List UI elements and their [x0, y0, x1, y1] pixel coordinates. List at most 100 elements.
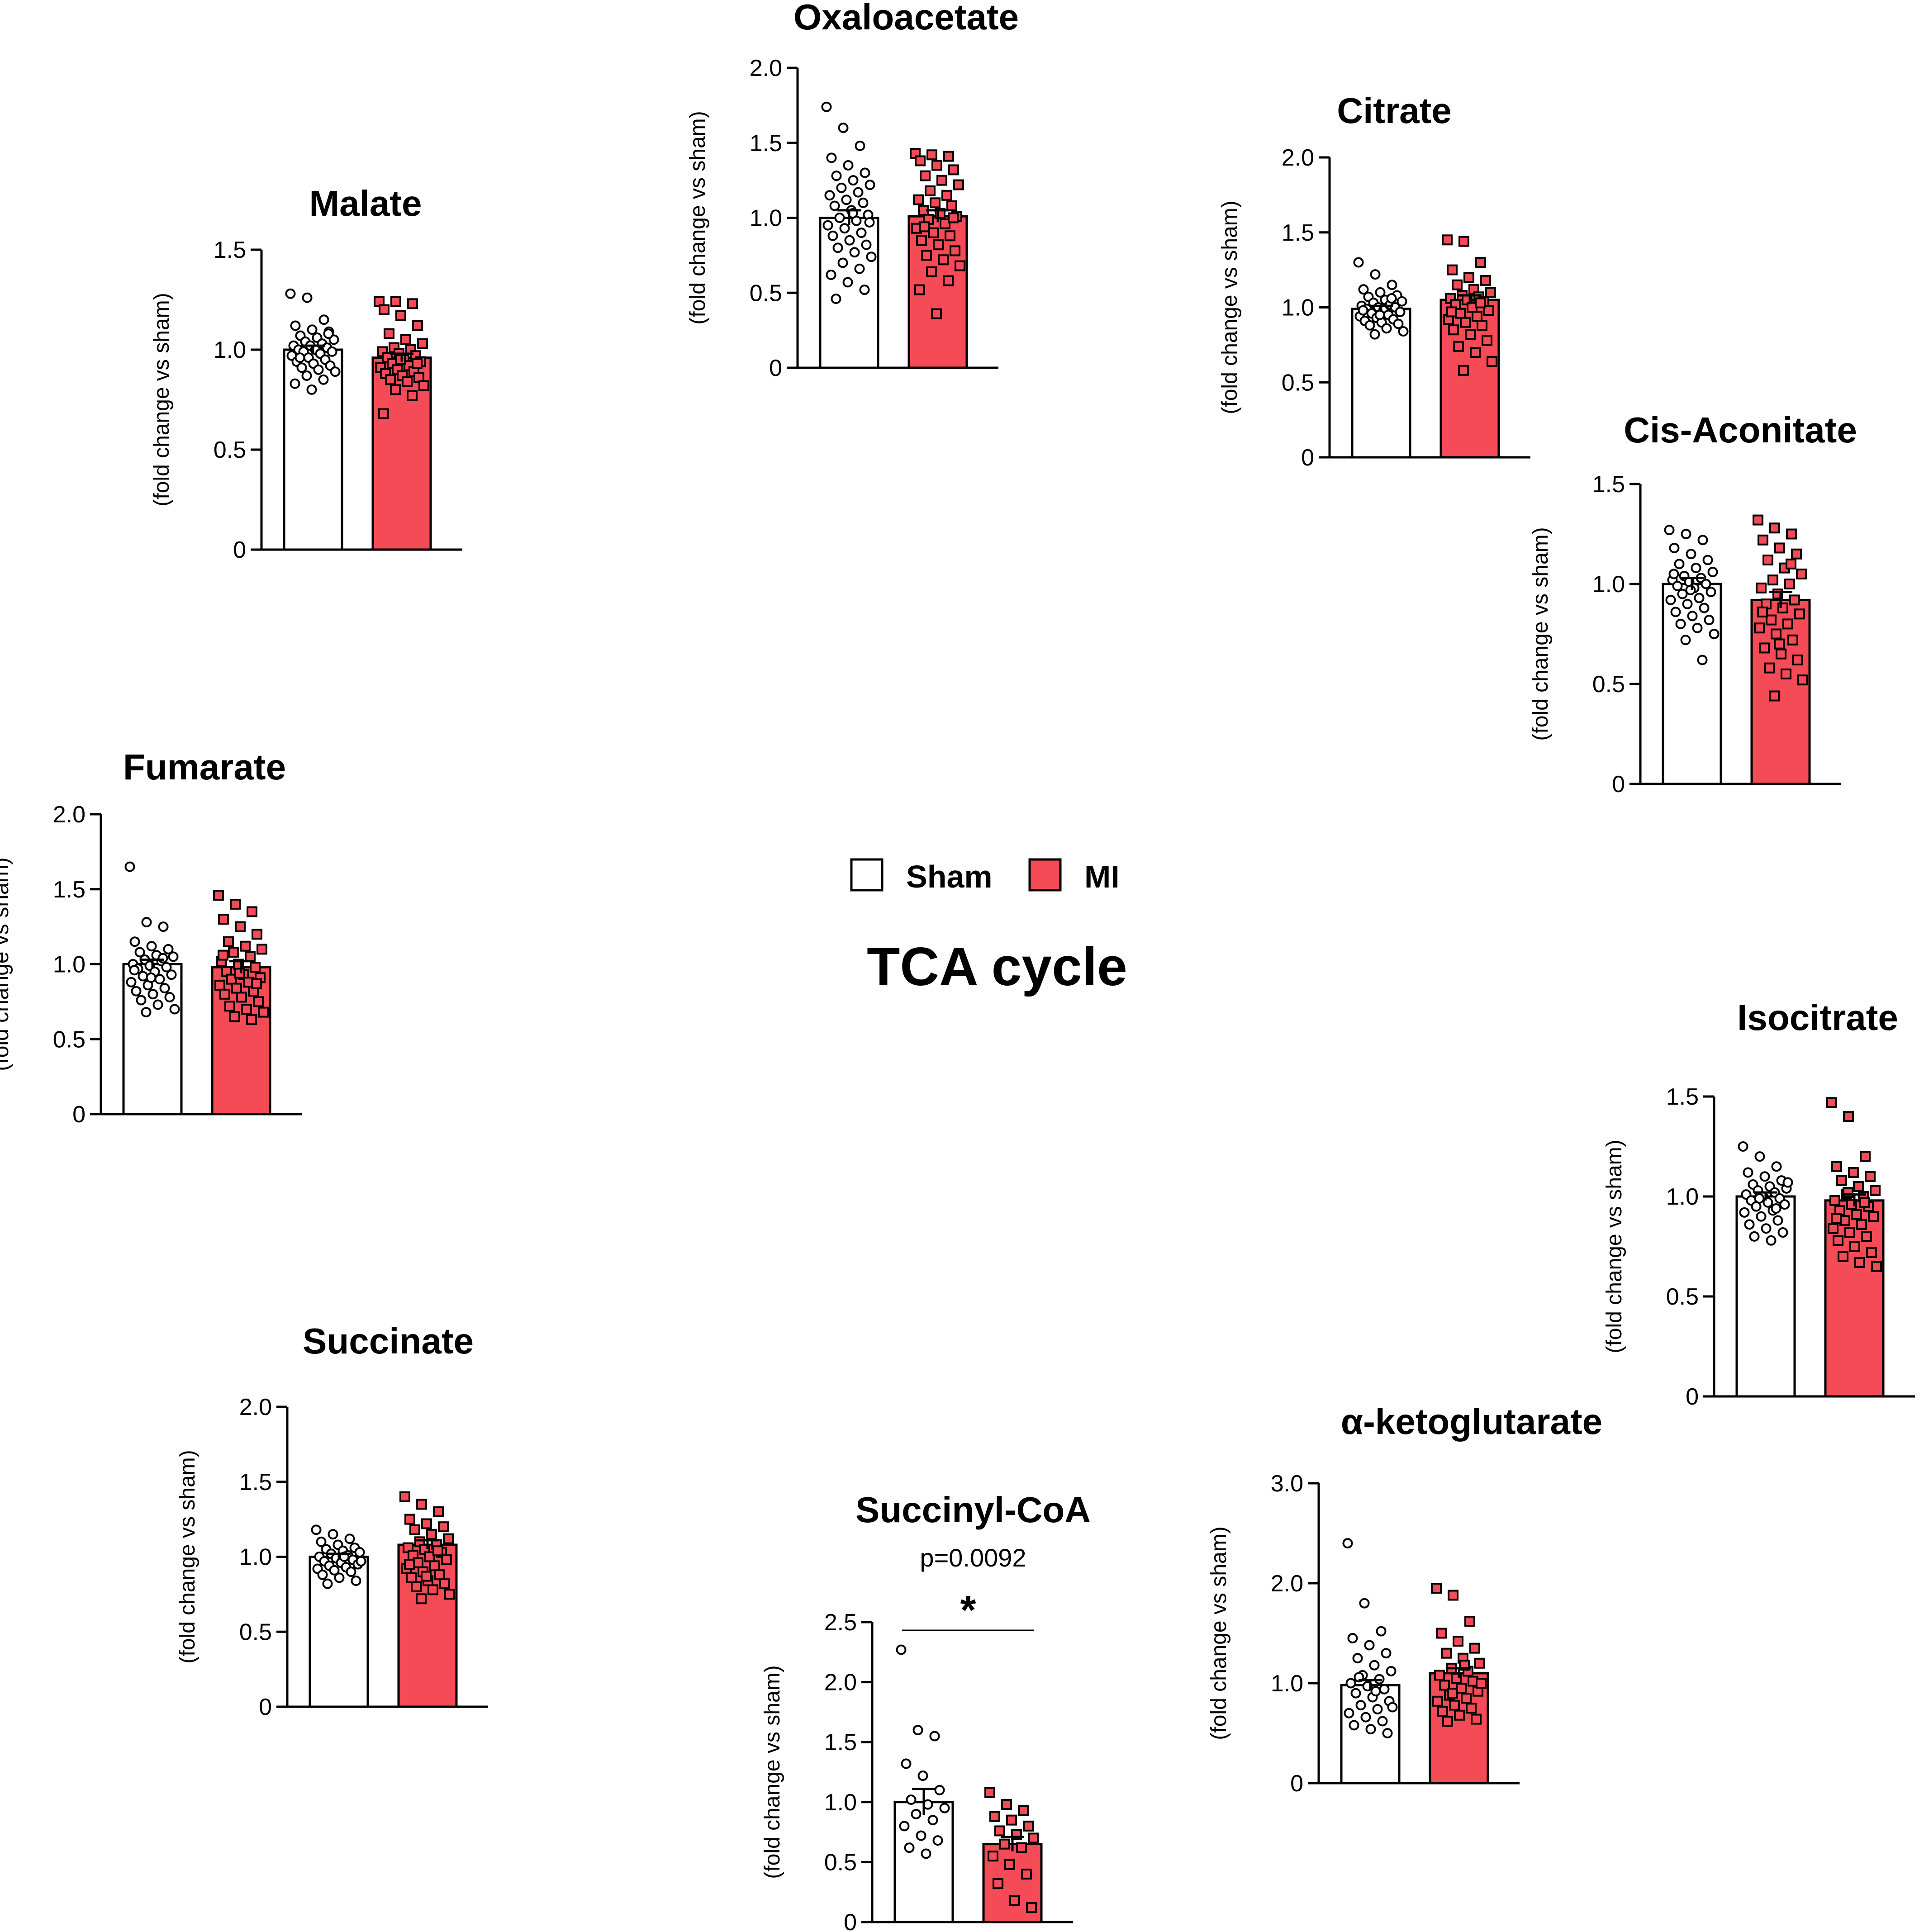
y-tick-label: 0.5: [239, 1619, 272, 1645]
data-point-mi: [948, 164, 959, 176]
y-tick-label: 2.0: [239, 1394, 272, 1420]
data-point-mi: [1794, 608, 1805, 620]
data-point-sham: [932, 1835, 943, 1846]
data-point-mi: [950, 245, 960, 256]
data-point-sham: [861, 239, 872, 250]
data-point-sham: [296, 362, 307, 373]
data-point-mi: [914, 284, 925, 295]
chart-succinate: Succinate (fold change vs sham) 0 0.5 1.0 1.5…: [176, 1321, 488, 1720]
legend-swatch-sham: [850, 858, 884, 892]
data-point-sham: [1771, 1203, 1781, 1214]
y-tick-label: 2.5: [824, 1609, 857, 1636]
y-tick-label: 1.0: [1666, 1184, 1699, 1210]
data-point-mi: [1844, 1227, 1855, 1238]
data-point-sham: [322, 1578, 333, 1589]
data-point-mi: [218, 949, 228, 961]
data-point-mi: [434, 1569, 445, 1581]
chart-fumarate: Fumarate (fold change vs sham) 0 0.5 1.0 1.5 2…: [0, 747, 302, 1128]
data-point-sham: [1379, 1684, 1390, 1695]
data-point-mi: [404, 1514, 415, 1525]
data-point-sham: [301, 370, 312, 381]
data-point-mi: [1796, 568, 1807, 579]
data-point-sham: [1376, 1626, 1387, 1637]
data-point-mi: [933, 239, 944, 251]
data-point-sham: [934, 1785, 945, 1795]
data-point-sham: [911, 1809, 922, 1819]
data-point-mi: [426, 1529, 437, 1540]
data-point-sham: [826, 269, 836, 280]
data-point-mi: [1754, 622, 1765, 634]
data-point-mi: [1753, 514, 1763, 526]
data-point-mi: [444, 1589, 455, 1600]
chart-oxaloacetate: Oxaloacetate (fold change vs sham) 0 0.5 1.0…: [686, 0, 1019, 381]
data-point-mi: [411, 1581, 422, 1592]
data-point-sham: [899, 1821, 910, 1832]
data-point-mi: [252, 929, 262, 940]
data-point-sham: [1766, 1235, 1777, 1246]
legend-swatch-mi: [1028, 858, 1062, 892]
data-point-mi: [941, 190, 952, 201]
data-point-sham: [1691, 563, 1701, 574]
data-point-sham: [1377, 1716, 1388, 1727]
data-point-mi: [1771, 628, 1781, 640]
data-point-mi: [1759, 642, 1770, 654]
data-point-mi: [1470, 347, 1481, 358]
data-point-sham: [328, 1529, 338, 1540]
chart-title-oxaloacetate: Oxaloacetate: [793, 0, 1019, 37]
data-point-sham: [1771, 1161, 1782, 1172]
data-point-mi: [390, 384, 401, 395]
data-point-sham: [1358, 305, 1368, 316]
data-point-sham: [351, 1576, 361, 1586]
data-point-mi: [994, 1825, 1005, 1837]
data-point-mi: [1774, 542, 1785, 554]
data-point-mi: [1843, 1111, 1854, 1122]
data-point-sham: [1779, 1199, 1790, 1210]
data-point-mi: [1465, 329, 1476, 340]
y-tick-label: 1.0: [1592, 571, 1625, 598]
data-point-mi: [948, 212, 959, 223]
data-point-sham: [841, 195, 852, 205]
y-tick-label: 0: [72, 1101, 86, 1128]
data-point-sham: [906, 1794, 917, 1805]
data-point-sham: [1759, 1171, 1770, 1182]
y-tick-label: 0: [259, 1694, 272, 1720]
data-point-sham: [836, 182, 847, 193]
data-point-sham: [131, 986, 142, 997]
y-tick-label: 1.5: [1592, 471, 1625, 498]
data-point-sham: [1702, 555, 1713, 565]
data-point-mi: [418, 380, 429, 391]
data-point-mi: [247, 906, 257, 917]
data-point-mi: [936, 175, 947, 186]
data-point-sham: [1749, 1231, 1760, 1242]
data-point-mi: [1463, 272, 1474, 283]
data-point-sham: [126, 977, 137, 987]
data-point-mi: [1442, 234, 1453, 246]
data-point-mi: [230, 898, 241, 910]
data-point-mi: [432, 1545, 443, 1557]
data-point-sham: [1754, 1151, 1765, 1162]
data-point-mi: [1016, 1842, 1027, 1853]
data-point-mi: [1487, 356, 1497, 367]
data-point-mi: [1442, 1715, 1453, 1727]
data-point-sham: [141, 1007, 152, 1018]
data-point-mi: [240, 940, 251, 952]
data-point-mi: [1856, 1219, 1867, 1230]
data-point-mi: [1485, 287, 1496, 298]
data-point-sham: [904, 1842, 915, 1853]
data-point-sham: [1694, 593, 1705, 603]
data-point-mi: [231, 983, 242, 994]
data-point-mi: [1781, 668, 1791, 679]
data-point-mi: [1849, 1241, 1860, 1252]
data-point-mi: [1831, 1161, 1842, 1172]
data-point-sham: [1664, 525, 1675, 536]
data-point-sham: [824, 190, 835, 201]
data-point-mi: [931, 308, 942, 319]
data-point-sham: [1397, 296, 1407, 307]
data-point-mi: [931, 160, 942, 171]
data-point-sham: [311, 1524, 322, 1535]
data-point-mi: [943, 275, 954, 286]
y-tick-label: 0.5: [1666, 1284, 1699, 1310]
data-point-mi: [404, 1559, 415, 1570]
data-point-sham: [318, 314, 329, 325]
